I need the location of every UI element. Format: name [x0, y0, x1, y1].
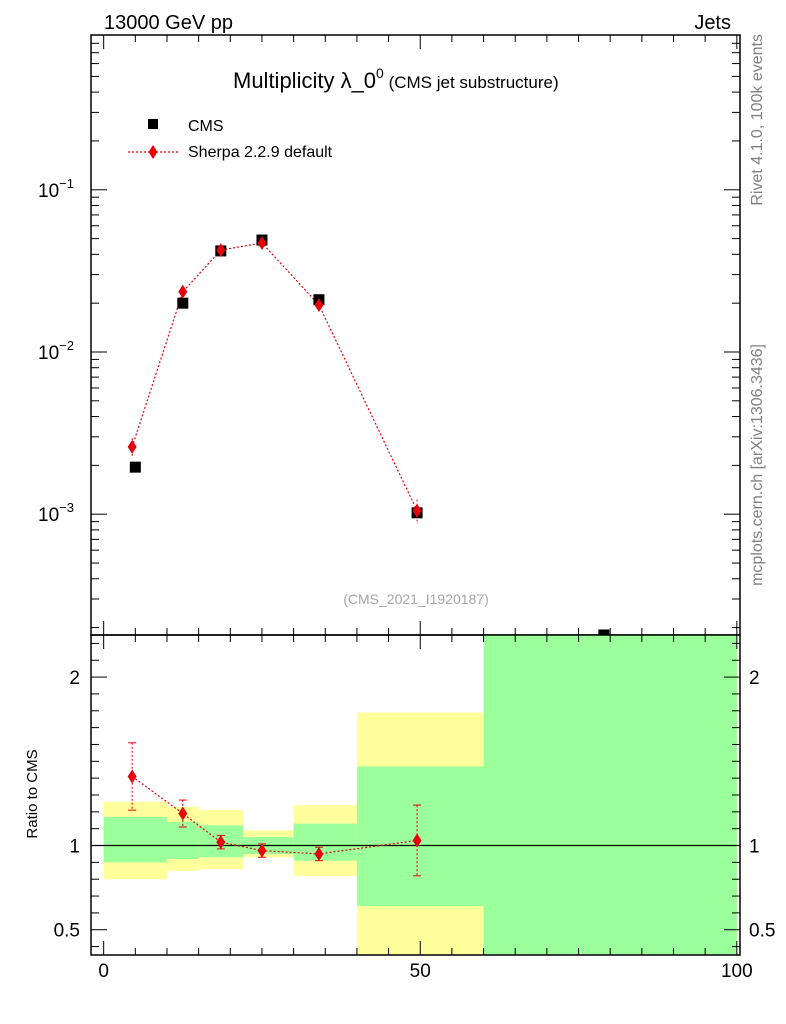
y-tick-label-base: 10: [38, 343, 59, 364]
legend-sherpa-marker: [148, 145, 158, 159]
cms-data-point: [129, 461, 141, 473]
legend: CMS Sherpa 2.2.9 default: [128, 118, 333, 161]
sherpa-ratio-line: [131, 775, 418, 855]
chart-title-main: Multiplicity λ_0: [233, 68, 376, 93]
sherpa-ratio-point: [257, 843, 267, 858]
ratio-y-tick-label-right: 1: [749, 837, 760, 858]
y-tick-label-exponent: −3: [59, 500, 74, 515]
ratio-y-tick-label-left: 2: [69, 668, 80, 689]
sherpa-ratio-point: [216, 835, 226, 850]
main-panel: 10−110−210−3 Multiplicity λ_00 (CMS jet …: [38, 34, 741, 641]
main-x-ticks: [103, 35, 738, 635]
chart-title-suffix: (CMS jet substructure): [384, 73, 559, 92]
y-tick-label-exponent: −1: [59, 176, 74, 191]
sherpa-ratio-point: [127, 769, 137, 784]
ratio-y-tick-label-right: 0.5: [749, 921, 775, 942]
sherpa-point: [127, 439, 137, 454]
ratio-marks: [127, 742, 422, 877]
mcplots-reference-label: mcplots.cern.ch [arXiv:1306.3436]: [749, 344, 766, 586]
header-left-label: 13000 GeV pp: [104, 12, 233, 34]
chart-title-superscript: 0: [376, 65, 384, 81]
legend-sherpa-label: Sherpa 2.2.9 default: [188, 144, 333, 161]
ratio-band-inner: [293, 823, 357, 861]
ratio-y-tick-label-right: 2: [749, 668, 760, 689]
sherpa-point: [178, 284, 188, 299]
sherpa-ratio-point: [178, 806, 188, 821]
ratio-band-inner: [483, 635, 737, 955]
main-y-ticks: 10−110−210−3: [38, 34, 740, 629]
x-tick-label: 0: [98, 961, 109, 982]
sherpa-line: [131, 242, 418, 512]
ratio-band-inner: [166, 821, 199, 859]
x-tick-label: 50: [410, 961, 431, 982]
ratio-y-tick-label-left: 0.5: [54, 921, 80, 942]
cms-data-point: [177, 297, 189, 309]
y-tick-label-base: 10: [38, 181, 59, 202]
y-tick-label: 10−1: [38, 176, 74, 202]
sherpa-ratio-point: [314, 846, 324, 861]
sherpa-point: [216, 243, 226, 258]
sherpa-point: [314, 297, 324, 312]
ratio-x-ticks: 0 50 100: [98, 635, 753, 982]
legend-cms-marker: [148, 119, 158, 129]
ratio-y-axis-label: Ratio to CMS: [24, 749, 41, 838]
y-tick-label: 10−2: [38, 338, 74, 364]
legend-cms-label: CMS: [188, 118, 224, 135]
chart-title: Multiplicity λ_00 (CMS jet substructure): [233, 65, 559, 93]
ratio-bands: [103, 635, 737, 955]
sherpa-point: [257, 235, 267, 250]
sherpa-ratio-point: [412, 833, 422, 848]
sherpa-point: [412, 503, 422, 518]
ratio-panel: 0.5 0.5 1 1 2 2 0 50 100 Ratio to CMS: [24, 634, 775, 982]
ratio-band-inner: [103, 816, 167, 863]
rivet-version-label: Rivet 4.1.0, 100k events: [749, 34, 766, 206]
x-tick-label: 100: [721, 961, 753, 982]
header-right-label: Jets: [694, 12, 731, 34]
ratio-y-tick-label-left: 1: [69, 837, 80, 858]
main-marks: [127, 234, 610, 641]
y-tick-label-exponent: −2: [59, 338, 74, 353]
y-tick-label-base: 10: [38, 505, 59, 526]
analysis-watermark: (CMS_2021_I1920187): [343, 591, 489, 607]
ratio-y-ticks: 0.5 0.5 1 1 2 2: [54, 642, 775, 948]
y-tick-label: 10−3: [38, 500, 74, 526]
ratio-band-inner: [356, 766, 484, 907]
